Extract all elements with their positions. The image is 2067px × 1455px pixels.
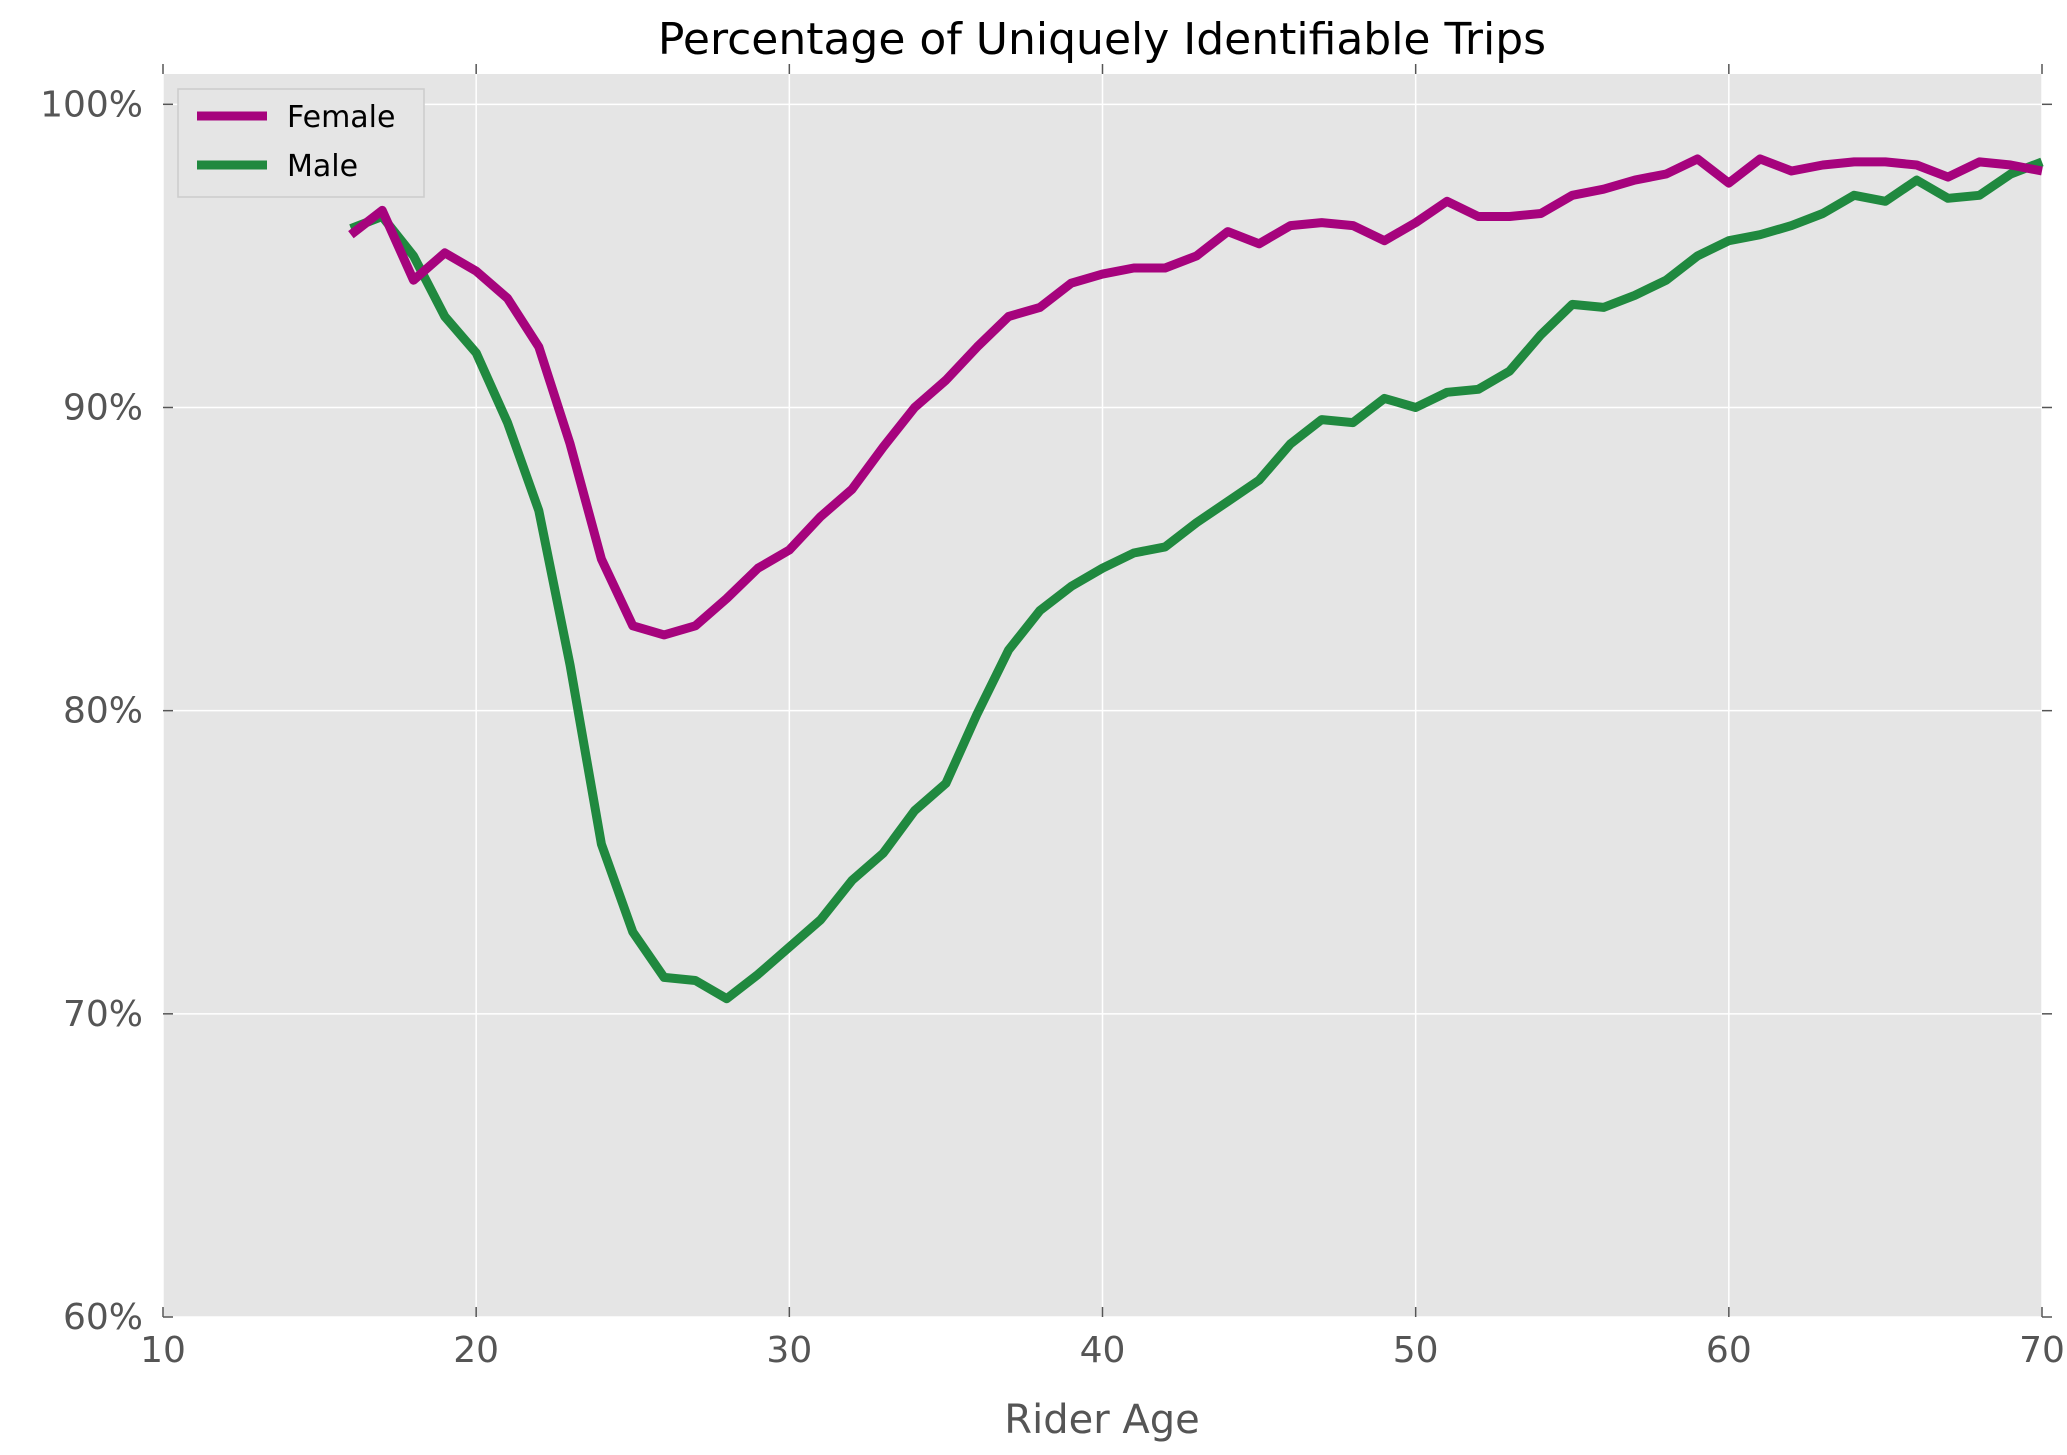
x-tick-label: 40 [1080,1330,1126,1371]
axis-ticks: 10 20 30 40 50 60 70 60% 70% 80% 90% 100% [40,64,2065,1371]
legend-label-female: Female [287,100,395,135]
series-line-female [348,154,2043,640]
x-tick-label: 70 [2019,1330,2065,1371]
legend-label-male: Male [287,149,358,184]
chart-title: Percentage of Uniquely Identifiable Trip… [658,14,1546,65]
y-tick-label: 90% [63,387,143,428]
x-tick-label: 10 [140,1330,186,1371]
legend-box [177,88,425,198]
y-tick-label: 80% [63,691,143,732]
series-lines [348,154,2044,1004]
y-tick-label: 100% [40,84,143,125]
x-tick-label: 50 [1393,1330,1439,1371]
y-tick-label: 60% [63,1297,143,1338]
x-tick-label: 60 [1706,1330,1752,1371]
x-axis-label: Rider Age [1004,1397,1199,1443]
legend: Female Male [177,88,425,198]
x-tick-label: 20 [453,1330,499,1371]
y-tick-label: 70% [63,994,143,1035]
x-tick-label: 30 [766,1330,812,1371]
series-line-male [349,157,2044,1004]
